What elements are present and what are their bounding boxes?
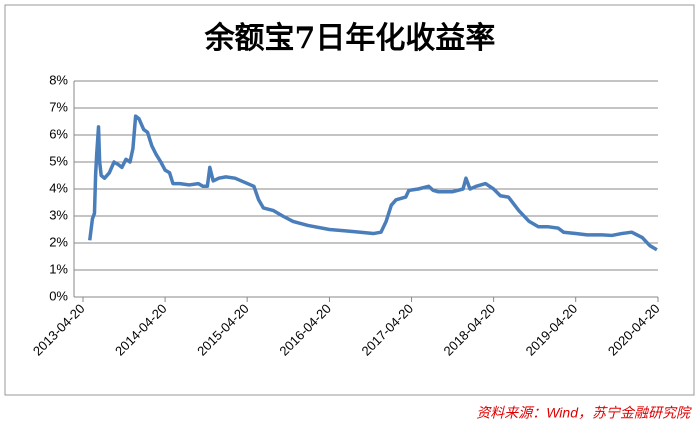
y-tick-label: 3% <box>49 207 68 222</box>
y-tick-label: 7% <box>49 99 68 114</box>
y-tick-label: 0% <box>49 288 68 303</box>
y-tick-label: 1% <box>49 261 68 276</box>
y-tick-label: 2% <box>49 234 68 249</box>
source-note: 资料来源：Wind，苏宁金融研究院 <box>476 405 692 421</box>
data-line <box>88 114 658 252</box>
chart-title: 余额宝7日年化收益率 <box>204 21 496 56</box>
chart-frame <box>4 4 695 396</box>
y-tick-label: 8% <box>49 72 68 87</box>
y-tick-label: 5% <box>49 153 68 168</box>
y-tick-label: 4% <box>49 180 68 195</box>
y-tick-label: 6% <box>49 126 68 141</box>
